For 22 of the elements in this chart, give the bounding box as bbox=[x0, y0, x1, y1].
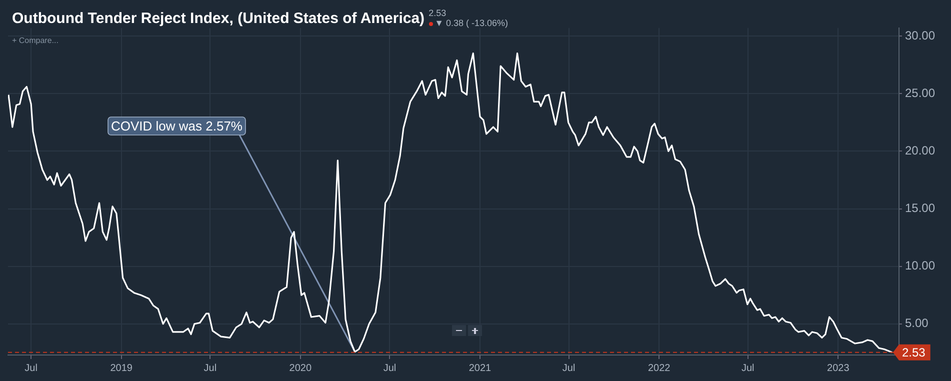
x-tick-label: Jul bbox=[383, 362, 396, 374]
x-tick-label: 2021 bbox=[468, 362, 492, 374]
y-tick-label: 10.00 bbox=[905, 258, 936, 273]
x-tick-label: 2023 bbox=[827, 362, 850, 374]
x-tick-label: 2022 bbox=[648, 362, 671, 374]
x-tick-label: Jul bbox=[24, 362, 38, 374]
annotation: COVID low was 2.57% bbox=[111, 118, 243, 134]
x-tick-label: Jul bbox=[562, 362, 576, 374]
chart-subtitle: 2.53 bbox=[428, 8, 448, 18]
y-tick-label: 25.00 bbox=[905, 86, 936, 100]
x-tick-label: Jul bbox=[204, 362, 217, 374]
annotation: + Compare... bbox=[12, 36, 58, 45]
x-tick-label: 2020 bbox=[289, 362, 312, 374]
y-tick-label: 15.00 bbox=[905, 201, 936, 216]
x-tick-label: 2019 bbox=[110, 362, 133, 374]
chart-title: Outbound Tender Reject Index, (United States of America) bbox=[12, 10, 425, 27]
x-tick-label: Jul bbox=[741, 362, 754, 374]
annotation: ▼ 0.38 ( -13.06%) bbox=[434, 18, 508, 28]
ref-line-label: 2.53 bbox=[902, 346, 926, 360]
y-tick-label: 30.00 bbox=[905, 28, 936, 42]
y-tick-label: 5.00 bbox=[905, 316, 929, 330]
y-tick-label: 20.00 bbox=[905, 144, 936, 158]
